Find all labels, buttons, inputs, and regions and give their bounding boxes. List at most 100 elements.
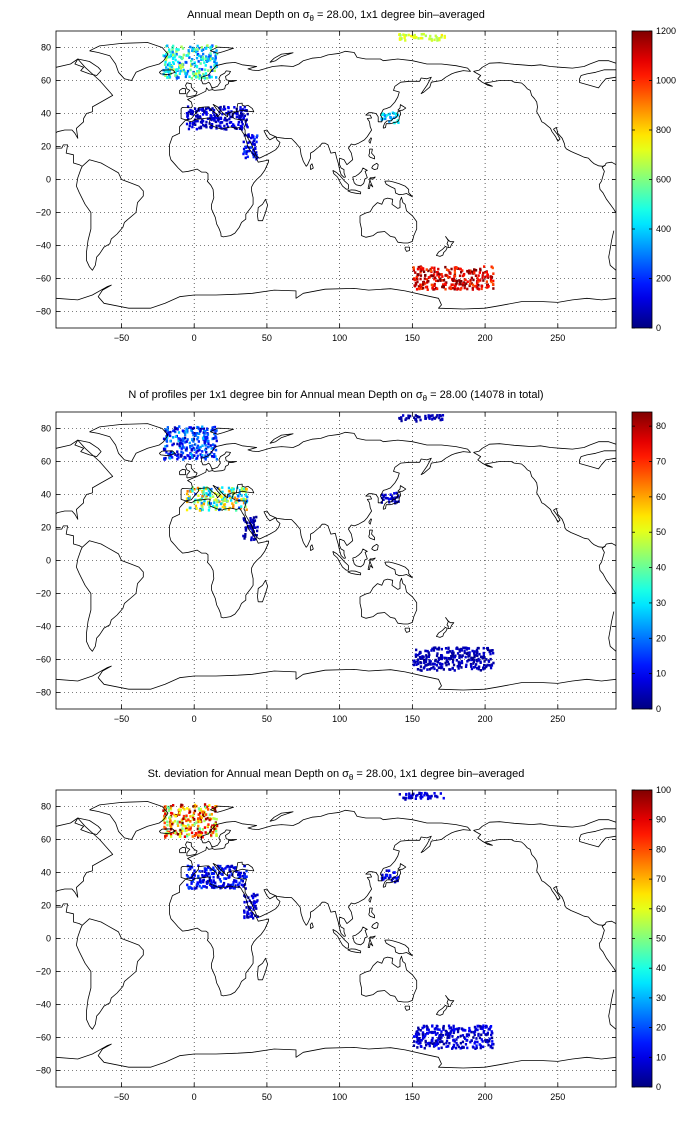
data-cell	[238, 492, 241, 495]
data-cell	[165, 828, 168, 831]
data-cell	[193, 73, 196, 76]
data-cell	[422, 270, 426, 273]
data-cell	[209, 444, 212, 447]
data-cell	[194, 498, 197, 502]
data-cell	[164, 58, 168, 62]
data-cell	[210, 487, 213, 491]
data-cell	[246, 915, 249, 919]
data-cell	[245, 109, 248, 112]
data-cell	[464, 665, 468, 668]
coastline	[257, 198, 268, 222]
y-tick-label: 20	[41, 901, 51, 911]
data-cell	[431, 647, 434, 651]
data-cell	[201, 811, 205, 814]
coastline	[436, 245, 448, 257]
data-cell	[472, 660, 476, 664]
y-tick-label: −20	[36, 967, 51, 977]
colorbar-tick-label: 30	[656, 598, 666, 608]
data-cell	[414, 655, 418, 658]
data-cell	[387, 876, 391, 880]
data-cell	[213, 827, 216, 831]
data-cell	[189, 867, 192, 871]
data-cell	[206, 436, 209, 440]
data-cell	[208, 76, 211, 79]
data-cell	[201, 870, 204, 873]
data-cell	[197, 820, 200, 824]
data-cell	[415, 1035, 419, 1038]
data-cell	[185, 497, 189, 500]
data-cell	[243, 150, 247, 153]
data-cell	[164, 456, 167, 460]
data-cell	[435, 36, 438, 39]
data-cell	[165, 451, 168, 454]
data-cell	[442, 668, 445, 671]
data-cell	[419, 36, 423, 40]
data-cell	[171, 60, 175, 64]
data-cell	[246, 495, 249, 499]
data-cell	[205, 113, 208, 116]
data-cell	[195, 127, 198, 131]
data-cell	[452, 1031, 455, 1035]
data-cell	[222, 868, 225, 871]
data-cell	[233, 867, 237, 870]
y-tick-label: −20	[36, 208, 51, 218]
data-cell	[165, 53, 168, 56]
data-cell	[210, 451, 213, 454]
data-cell	[245, 906, 248, 909]
data-cell	[196, 486, 200, 490]
data-cell	[178, 55, 181, 59]
data-cell	[190, 77, 193, 80]
data-cell	[181, 437, 185, 440]
data-cell	[415, 663, 418, 666]
data-cell	[192, 47, 196, 50]
data-cell	[415, 288, 419, 291]
data-cell	[449, 1032, 452, 1036]
data-cell	[169, 822, 172, 825]
data-cell	[465, 1034, 469, 1038]
data-cell	[473, 1042, 476, 1045]
data-cell	[476, 1028, 479, 1032]
data-cell	[391, 877, 395, 880]
coastline	[269, 52, 294, 63]
data-cell	[165, 55, 168, 59]
data-cell	[432, 666, 435, 669]
data-cell	[182, 814, 186, 818]
data-cell	[233, 496, 237, 500]
data-cell	[211, 107, 214, 110]
data-cell	[187, 117, 190, 121]
coastline	[74, 439, 102, 457]
y-tick-label: 0	[46, 175, 51, 185]
data-cell	[187, 818, 190, 821]
data-cell	[164, 74, 167, 77]
coastline	[605, 542, 616, 546]
data-cell	[238, 881, 241, 885]
data-cell	[487, 659, 490, 663]
data-cell	[198, 869, 201, 873]
data-cell	[187, 868, 190, 871]
data-cell	[181, 439, 184, 443]
data-cell	[166, 820, 169, 824]
data-cell	[213, 117, 216, 120]
data-cell	[191, 46, 194, 50]
data-cell	[431, 1036, 434, 1040]
data-cell	[441, 418, 444, 421]
data-cell	[207, 55, 210, 59]
data-cell	[245, 123, 248, 126]
data-cell	[425, 654, 428, 657]
data-cell	[253, 153, 256, 157]
data-cell	[444, 265, 447, 269]
data-cell	[448, 1036, 451, 1039]
data-cell	[191, 444, 194, 447]
data-cell	[441, 285, 444, 289]
data-cell	[407, 33, 410, 37]
data-cell	[174, 453, 177, 456]
data-cell	[482, 1031, 485, 1034]
data-cell	[228, 490, 231, 493]
data-cell	[186, 834, 189, 838]
coastlines	[56, 801, 616, 1069]
data-cell	[242, 871, 246, 875]
data-cell	[209, 502, 213, 505]
data-cell	[202, 52, 205, 56]
data-cell	[465, 663, 468, 667]
